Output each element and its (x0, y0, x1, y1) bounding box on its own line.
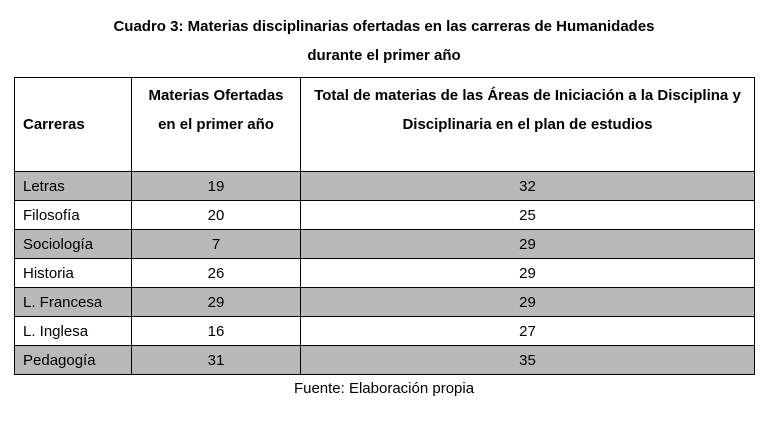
source-note: Fuente: Elaboración propia (293, 380, 475, 397)
table-row: Pedagogía 31 35 (14, 345, 755, 375)
cell-ofertadas: 16 (131, 316, 301, 346)
cell-total: 35 (300, 345, 755, 375)
table-row: Historia 26 29 (14, 258, 755, 288)
cell-carrera: Sociología (14, 229, 132, 259)
header-total: Total de materias de las Áreas de Inicia… (300, 77, 755, 172)
cell-total: 29 (300, 229, 755, 259)
cell-carrera: Filosofía (14, 200, 132, 230)
table-row: Letras 19 32 (14, 171, 755, 201)
header-ofertadas: Materias Ofertadas en el primer año (131, 77, 301, 172)
table-header-row: Carreras Materias Ofertadas en el primer… (14, 77, 755, 172)
cell-total: 29 (300, 287, 755, 317)
cell-total: 29 (300, 258, 755, 288)
table-title-line1: Cuadro 3: Materias disciplinarias oferta… (113, 18, 655, 35)
table-title-line2: durante el primer año (307, 47, 461, 64)
cell-ofertadas: 26 (131, 258, 301, 288)
table-title: Cuadro 3: Materias disciplinarias oferta… (20, 12, 748, 70)
table-row: L. Inglesa 16 27 (14, 316, 755, 346)
table-row: Sociología 7 29 (14, 229, 755, 259)
materias-table: Carreras Materias Ofertadas en el primer… (14, 77, 755, 375)
cell-carrera: Pedagogía (14, 345, 132, 375)
cell-ofertadas: 31 (131, 345, 301, 375)
cell-carrera: Letras (14, 171, 132, 201)
cell-carrera: L. Inglesa (14, 316, 132, 346)
table-row: L. Francesa 29 29 (14, 287, 755, 317)
cell-ofertadas: 20 (131, 200, 301, 230)
header-carreras: Carreras (14, 77, 132, 172)
cell-total: 27 (300, 316, 755, 346)
table-body: Letras 19 32 Filosofía 20 25 Sociología 7 29 Hist… (14, 171, 755, 375)
cell-ofertadas: 7 (131, 229, 301, 259)
cell-ofertadas: 29 (131, 287, 301, 317)
cell-ofertadas: 19 (131, 171, 301, 201)
table-row: Filosofía 20 25 (14, 200, 755, 230)
cell-total: 25 (300, 200, 755, 230)
cell-total: 32 (300, 171, 755, 201)
cell-carrera: L. Francesa (14, 287, 132, 317)
cell-carrera: Historia (14, 258, 132, 288)
